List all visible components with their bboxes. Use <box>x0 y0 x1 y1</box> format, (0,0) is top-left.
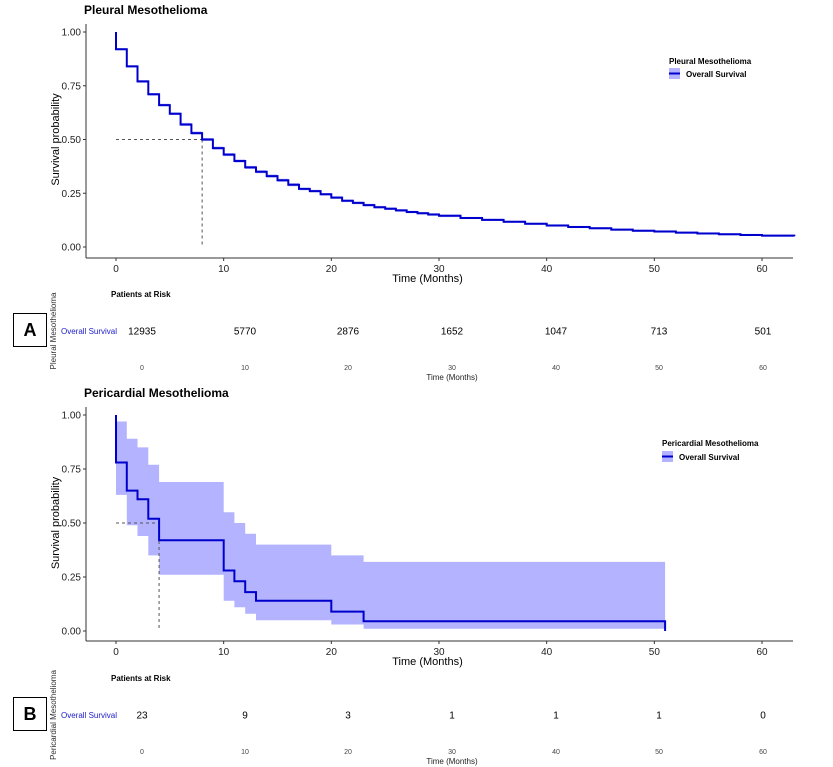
chart0-risk-strata-label: Pleural Mesothelioma <box>49 292 58 369</box>
chart1-risk-time-label: 40 <box>552 749 560 756</box>
chart1-x-tick-label: 0 <box>113 647 119 658</box>
chart0-risk-time-label: 30 <box>448 365 456 372</box>
chart0-x-axis-label: Time (Months) <box>392 273 463 285</box>
chart0-x-tick-label: 10 <box>218 264 230 275</box>
chart0-risk-time-label: 50 <box>655 365 663 372</box>
chart1-y-axis-label: Survival probability <box>50 476 62 569</box>
chart0-panel: Pleural Mesothelioma 0.00 0.25 0.50 0.75 1.00… <box>49 3 796 382</box>
chart0-risk-count: 501 <box>755 327 772 338</box>
chart1-legend-title: Pericardial Mesothelioma <box>662 439 759 448</box>
chart0-x-tick-label: 0 <box>113 264 119 275</box>
panel-label-a: A <box>13 313 47 347</box>
chart1-survival-curve <box>115 415 667 631</box>
chart0-risk-count: 5770 <box>234 327 257 338</box>
chart1-x-tick-label: 10 <box>218 647 230 658</box>
chart1-risk-count: 3 <box>345 711 351 722</box>
chart0-risk-count: 1652 <box>441 327 464 338</box>
chart1-risk-title: Patients at Risk <box>111 674 171 683</box>
chart1-risk-time-label: 60 <box>759 749 767 756</box>
chart0-risk-time-label: 20 <box>344 365 352 372</box>
chart1-risk-time-label: 0 <box>140 749 144 756</box>
chart1-panel: Pericardial Mesothelioma 0.00 0.25 0.50 0.75… <box>49 386 793 766</box>
chart0-risk-time-label: 40 <box>552 365 560 372</box>
chart1-x-axis-label: Time (Months) <box>392 656 463 668</box>
chart0-x-tick-label: 40 <box>541 264 553 275</box>
chart1-risk-time-label: 30 <box>448 749 456 756</box>
chart0-y-tick-label: 0.25 <box>62 189 82 200</box>
chart0-risk-x-label: Time (Months) <box>426 373 478 382</box>
chart0-risk-count: 713 <box>651 327 668 338</box>
chart1-risk-time-label: 20 <box>344 749 352 756</box>
panel-label-b: B <box>13 697 47 731</box>
chart0-x-tick-label: 20 <box>326 264 338 275</box>
chart0-risk-time-label: 60 <box>759 365 767 372</box>
chart0-y-tick-label: 0.50 <box>62 135 82 146</box>
chart0-x-tick-label: 60 <box>756 264 768 275</box>
chart0-survival-curve <box>115 32 796 237</box>
chart0-risk-time-label: 0 <box>140 365 144 372</box>
chart1-risk-count: 0 <box>760 711 766 722</box>
chart0-risk-count: 2876 <box>337 327 360 338</box>
chart1-legend-label: Overall Survival <box>679 453 739 462</box>
chart0-y-axis-label: Survival probability <box>50 93 62 186</box>
chart0-risk-row-label: Overall Survival <box>61 327 117 336</box>
chart1-risk-count: 1 <box>449 711 455 722</box>
chart1-risk-count: 1 <box>656 711 662 722</box>
chart1-y-tick-label: 0.25 <box>62 573 82 584</box>
chart1-risk-row-label: Overall Survival <box>61 711 117 720</box>
chart1-y-tick-label: 0.75 <box>62 465 82 476</box>
chart1-x-tick-label: 30 <box>433 647 445 658</box>
chart1-title: Pericardial Mesothelioma <box>84 386 229 400</box>
chart0-legend-title: Pleural Mesothelioma <box>669 57 752 66</box>
chart0-risk-count: 12935 <box>128 327 156 338</box>
chart1-x-tick-label: 20 <box>326 647 338 658</box>
chart0-y-tick-label: 0.75 <box>62 81 82 92</box>
chart0-risk-count: 1047 <box>545 327 568 338</box>
chart0-risk-time-label: 10 <box>241 365 249 372</box>
chart1-risk-count: 1 <box>553 711 559 722</box>
chart1-risk-x-label: Time (Months) <box>426 757 478 766</box>
chart0-x-tick-label: 50 <box>649 264 661 275</box>
chart1-risk-count: 9 <box>242 711 248 722</box>
chart1-risk-time-label: 50 <box>655 749 663 756</box>
chart0-legend-label: Overall Survival <box>686 70 746 79</box>
chart0-y-tick-label: 0.00 <box>62 243 82 254</box>
chart1-y-tick-label: 0.00 <box>62 627 82 638</box>
chart1-risk-count: 23 <box>136 711 148 722</box>
chart1-x-tick-label: 50 <box>649 647 661 658</box>
chart0-risk-title: Patients at Risk <box>111 290 171 299</box>
chart1-y-tick-label: 1.00 <box>62 411 82 422</box>
chart0-x-tick-label: 30 <box>433 264 445 275</box>
chart0-y-tick-label: 1.00 <box>62 28 82 39</box>
chart1-risk-time-label: 10 <box>241 749 249 756</box>
chart1-y-tick-label: 0.50 <box>62 519 82 530</box>
chart0-title: Pleural Mesothelioma <box>84 3 208 17</box>
chart1-x-tick-label: 60 <box>756 647 768 658</box>
chart1-x-tick-label: 40 <box>541 647 553 658</box>
chart1-ci-band <box>116 415 666 629</box>
chart1-risk-strata-label: Pericardial Mesothelioma <box>49 670 58 760</box>
